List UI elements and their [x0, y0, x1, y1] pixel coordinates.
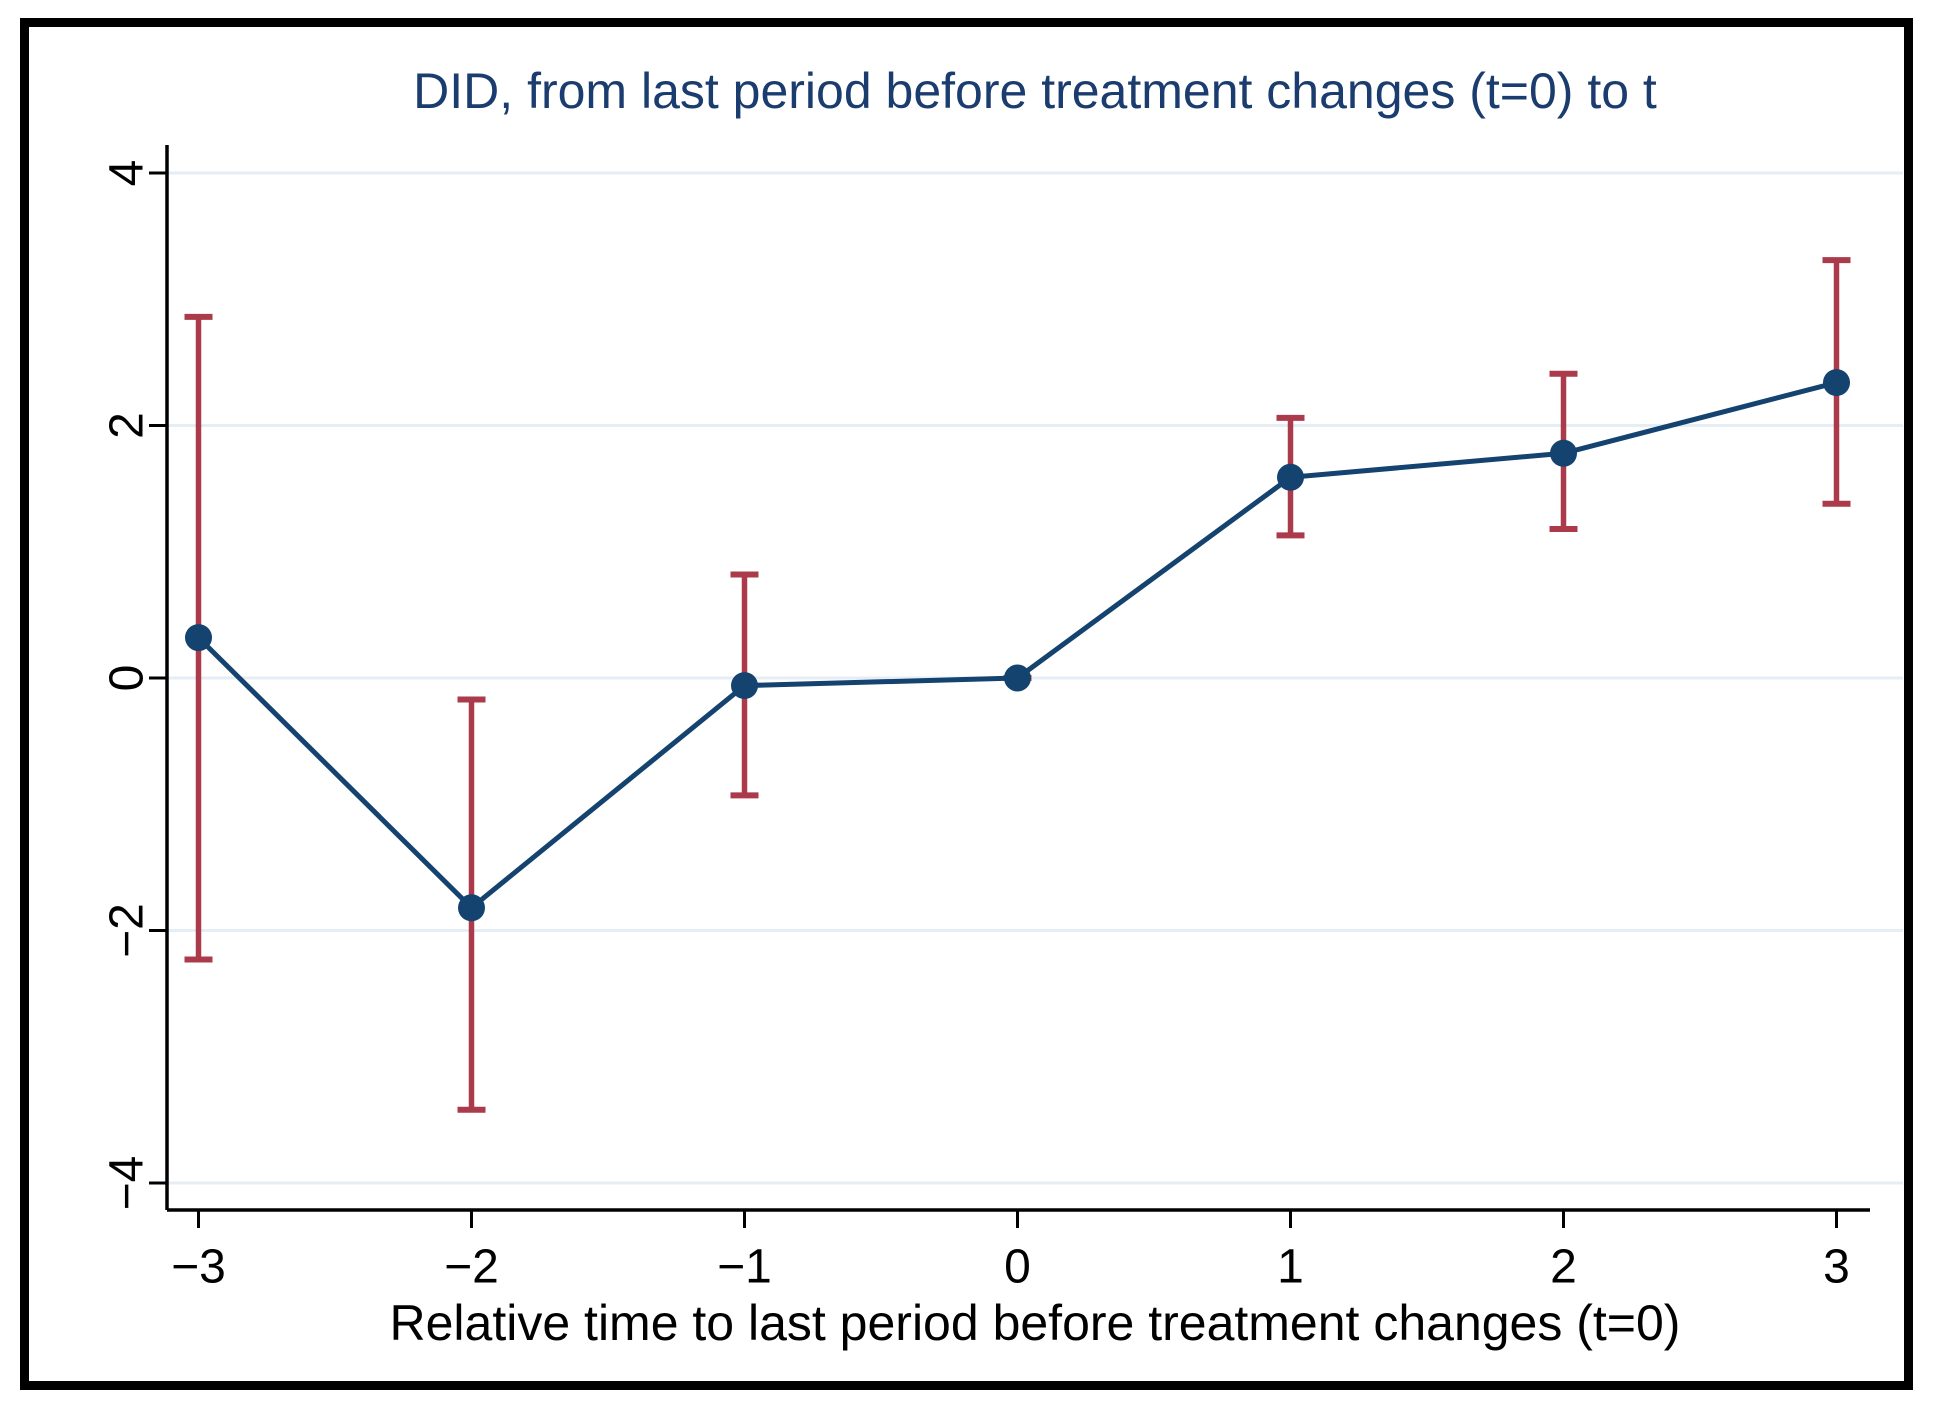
y-tick-label: 4 — [101, 160, 154, 187]
figure-frame — [20, 18, 1913, 1390]
y-tick-label: 2 — [101, 412, 154, 439]
axes-layer: 4 2 0 −2 −4 −3 −2 −1 0 1 2 3 — [101, 145, 1870, 1294]
chart-title: DID, from last period before treatment c… — [413, 63, 1657, 119]
estimate-marker — [1004, 664, 1031, 692]
estimate-marker — [731, 672, 758, 700]
y-tick-label: 0 — [101, 665, 154, 692]
series-layer — [185, 369, 1850, 922]
estimate-marker — [458, 894, 485, 922]
gridlines-layer — [167, 171, 1903, 1185]
y-tick-label: −2 — [101, 903, 154, 958]
x-axis-title: Relative time to last period before trea… — [389, 1295, 1681, 1351]
x-tick-label: −1 — [717, 1241, 772, 1294]
estimate-marker — [1277, 463, 1304, 491]
x-tick-label: −3 — [171, 1241, 226, 1294]
x-tick-label: 2 — [1550, 1241, 1577, 1294]
estimate-line — [196, 380, 1838, 912]
y-tick-label: −4 — [101, 1156, 154, 1211]
x-tick-label: 3 — [1823, 1241, 1850, 1294]
x-tick-label: 0 — [1004, 1241, 1031, 1294]
estimate-marker — [185, 624, 212, 652]
x-tick-label: −2 — [444, 1241, 499, 1294]
x-tick-label: 1 — [1277, 1241, 1304, 1294]
estimate-marker — [1823, 369, 1850, 397]
estimate-marker — [1550, 439, 1577, 467]
